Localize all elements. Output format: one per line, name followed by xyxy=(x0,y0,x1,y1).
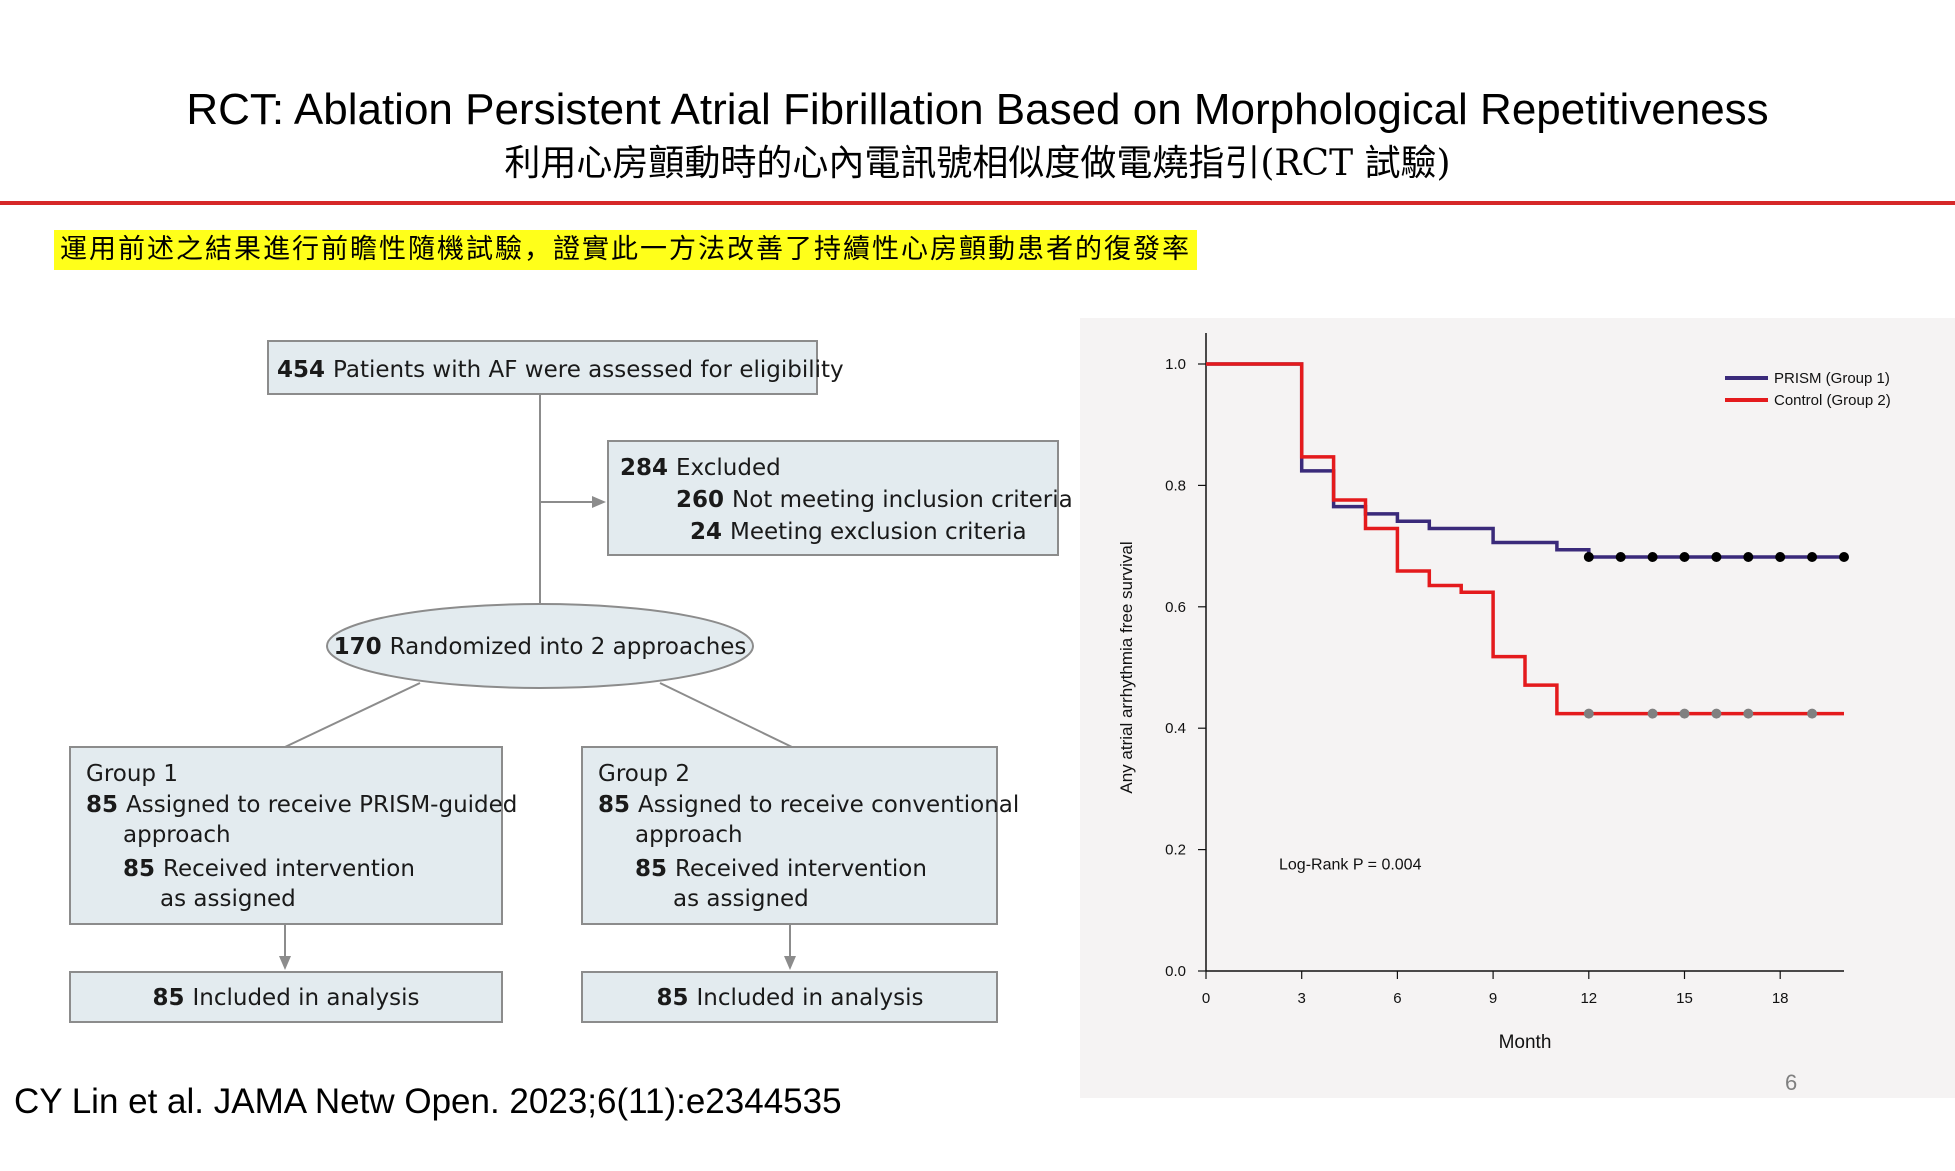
group1-analysis-box xyxy=(69,971,503,1023)
consort-flowchart: 454 Patients with AF were assessed for el… xyxy=(69,340,1073,1023)
chart-series xyxy=(1206,362,1849,719)
chart-axes: 0 3 6 9 12 15 18 0.0 0.2 0.4 0.6 0.8 1.0 xyxy=(1165,333,1844,1007)
excluded-title: 284 Excluded xyxy=(620,455,781,481)
slide-subtitle: 利用心房顫動時的心內電訊號相似度做電燒指引(RCT 試驗) xyxy=(504,143,1451,184)
x-tick-label: 9 xyxy=(1489,990,1497,1007)
censor-point-1 xyxy=(1807,552,1818,563)
x-axis-label: Month xyxy=(1499,1032,1552,1053)
slide-title: RCT: Ablation Persistent Atrial Fibrilla… xyxy=(186,85,1769,134)
assessed-box xyxy=(267,340,818,395)
group2-analysis-box xyxy=(581,971,998,1023)
group1-analysis-text: 85 Included in analysis xyxy=(152,985,419,1011)
citation: CY Lin et al. JAMA Netw Open. 2023;6(11)… xyxy=(14,1082,842,1121)
title-divider xyxy=(0,201,1955,205)
arrow-group1-analysis-icon xyxy=(279,956,291,970)
censor-point-2 xyxy=(1647,708,1658,719)
censor-point-1 xyxy=(1647,552,1658,563)
x-tick-label: 3 xyxy=(1298,990,1306,1007)
censor-point-1 xyxy=(1743,552,1754,563)
group1-title: Group 1 xyxy=(86,761,178,787)
censor-point-2 xyxy=(1679,708,1690,719)
group2-received: 85 Received intervention xyxy=(635,856,927,882)
group1-received-cont: as assigned xyxy=(160,886,296,912)
legend-label-2: Control (Group 2) xyxy=(1774,392,1891,409)
chart-legend: PRISM (Group 1) Control (Group 2) xyxy=(1725,370,1891,409)
group2-box xyxy=(581,746,998,925)
connector-randomized-to-group2 xyxy=(659,682,793,748)
y-tick-label: 0.0 xyxy=(1165,963,1186,980)
group2-assigned: 85 Assigned to receive conventional xyxy=(598,792,1019,818)
y-tick-label: 0.4 xyxy=(1165,720,1186,737)
assessed-text: 454 Patients with AF were assessed for el… xyxy=(277,357,844,383)
page-number: 6 xyxy=(1785,1070,1798,1095)
randomized-ellipse xyxy=(326,603,754,689)
censor-point-2 xyxy=(1711,708,1722,719)
x-tick-label: 6 xyxy=(1393,990,1401,1007)
arrow-to-excluded-icon xyxy=(592,496,606,508)
y-tick-label: 0.6 xyxy=(1165,599,1186,616)
y-axis-label: Any atrial arrhythmia free survival xyxy=(1117,541,1136,793)
censor-point-2 xyxy=(1583,708,1594,719)
group1-assigned: 85 Assigned to receive PRISM-guided xyxy=(86,792,517,818)
logrank-annotation: Log-Rank P = 0.004 xyxy=(1279,857,1422,874)
group1-box xyxy=(69,746,503,925)
km-chart-panel: 0 3 6 9 12 15 18 0.0 0.2 0.4 0.6 0.8 1.0 PRISM (Grou… xyxy=(1080,318,1955,1098)
connector-randomized-to-group1 xyxy=(284,682,421,748)
x-tick-label: 18 xyxy=(1772,990,1789,1007)
group1-assigned-cont: approach xyxy=(123,822,231,848)
censor-point-1 xyxy=(1775,552,1786,563)
group2-assigned-cont: approach xyxy=(635,822,743,848)
group2-title: Group 2 xyxy=(598,761,690,787)
series-line-2 xyxy=(1206,362,1844,716)
y-tick-label: 1.0 xyxy=(1165,356,1186,373)
excluded-item-inclusion: 260 Not meeting inclusion criteria xyxy=(676,487,1073,513)
censor-point-2 xyxy=(1743,708,1754,719)
x-tick-label: 12 xyxy=(1580,990,1597,1007)
y-tick-label: 0.8 xyxy=(1165,477,1186,494)
group2-analysis-text: 85 Included in analysis xyxy=(656,985,923,1011)
arrow-group2-analysis-icon xyxy=(784,956,796,970)
x-tick-label: 0 xyxy=(1202,990,1210,1007)
group1-received: 85 Received intervention xyxy=(123,856,415,882)
km-survival-chart: 0 3 6 9 12 15 18 0.0 0.2 0.4 0.6 0.8 1.0 PRISM (Grou… xyxy=(1117,333,1891,1053)
group2-received-cont: as assigned xyxy=(673,886,809,912)
censor-point-1 xyxy=(1679,552,1690,563)
censor-point-2 xyxy=(1807,708,1818,719)
censor-point-1 xyxy=(1711,552,1722,563)
censor-point-1 xyxy=(1839,552,1849,563)
excluded-box xyxy=(607,440,1059,556)
randomized-text: 170 Randomized into 2 approaches xyxy=(334,634,747,660)
censor-point-1 xyxy=(1583,552,1594,563)
series-line-1 xyxy=(1206,362,1844,559)
highlight-banner: 運用前述之結果進行前瞻性隨機試驗，證實此一方法改善了持續性心房顫動患者的復發率 xyxy=(54,230,1197,270)
excluded-item-exclusion: 24 Meeting exclusion criteria xyxy=(690,519,1027,545)
y-tick-label: 0.2 xyxy=(1165,842,1186,859)
censor-point-1 xyxy=(1615,552,1626,563)
x-tick-label: 15 xyxy=(1676,990,1693,1007)
legend-label-1: PRISM (Group 1) xyxy=(1774,370,1890,387)
